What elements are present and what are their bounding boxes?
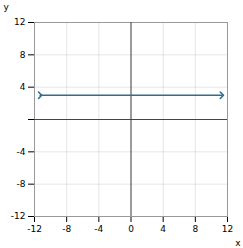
svg-text:12: 12 — [222, 224, 233, 234]
svg-text:-4: -4 — [17, 147, 26, 157]
svg-text:-12: -12 — [27, 224, 42, 234]
svg-text:-8: -8 — [17, 179, 26, 189]
svg-text:8: 8 — [20, 50, 26, 60]
svg-text:x: x — [235, 238, 241, 248]
svg-text:-4: -4 — [94, 224, 103, 234]
svg-text:4: 4 — [20, 82, 26, 92]
svg-text:-12: -12 — [11, 211, 26, 221]
svg-text:0: 0 — [128, 224, 134, 234]
svg-text:y: y — [4, 2, 10, 12]
svg-text:4: 4 — [160, 224, 166, 234]
svg-text:8: 8 — [192, 224, 198, 234]
svg-text:12: 12 — [14, 17, 25, 27]
svg-text:-8: -8 — [62, 224, 71, 234]
